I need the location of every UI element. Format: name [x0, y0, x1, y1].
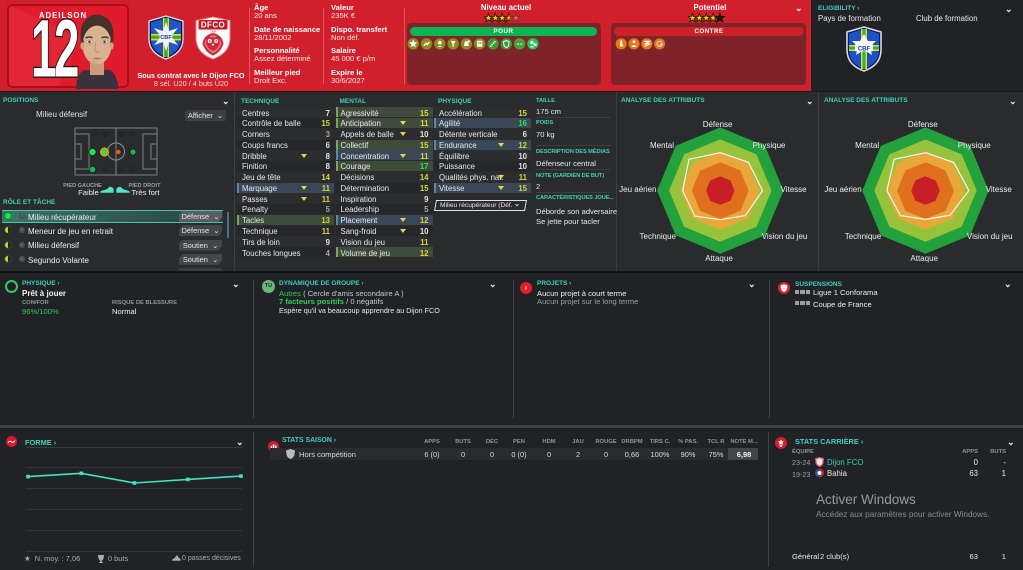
svg-text:DFCO: DFCO: [201, 21, 225, 30]
svg-text:CBF: CBF: [160, 35, 172, 41]
svg-text:1998: 1998: [210, 30, 216, 34]
svg-text:CBF: CBF: [858, 47, 871, 53]
